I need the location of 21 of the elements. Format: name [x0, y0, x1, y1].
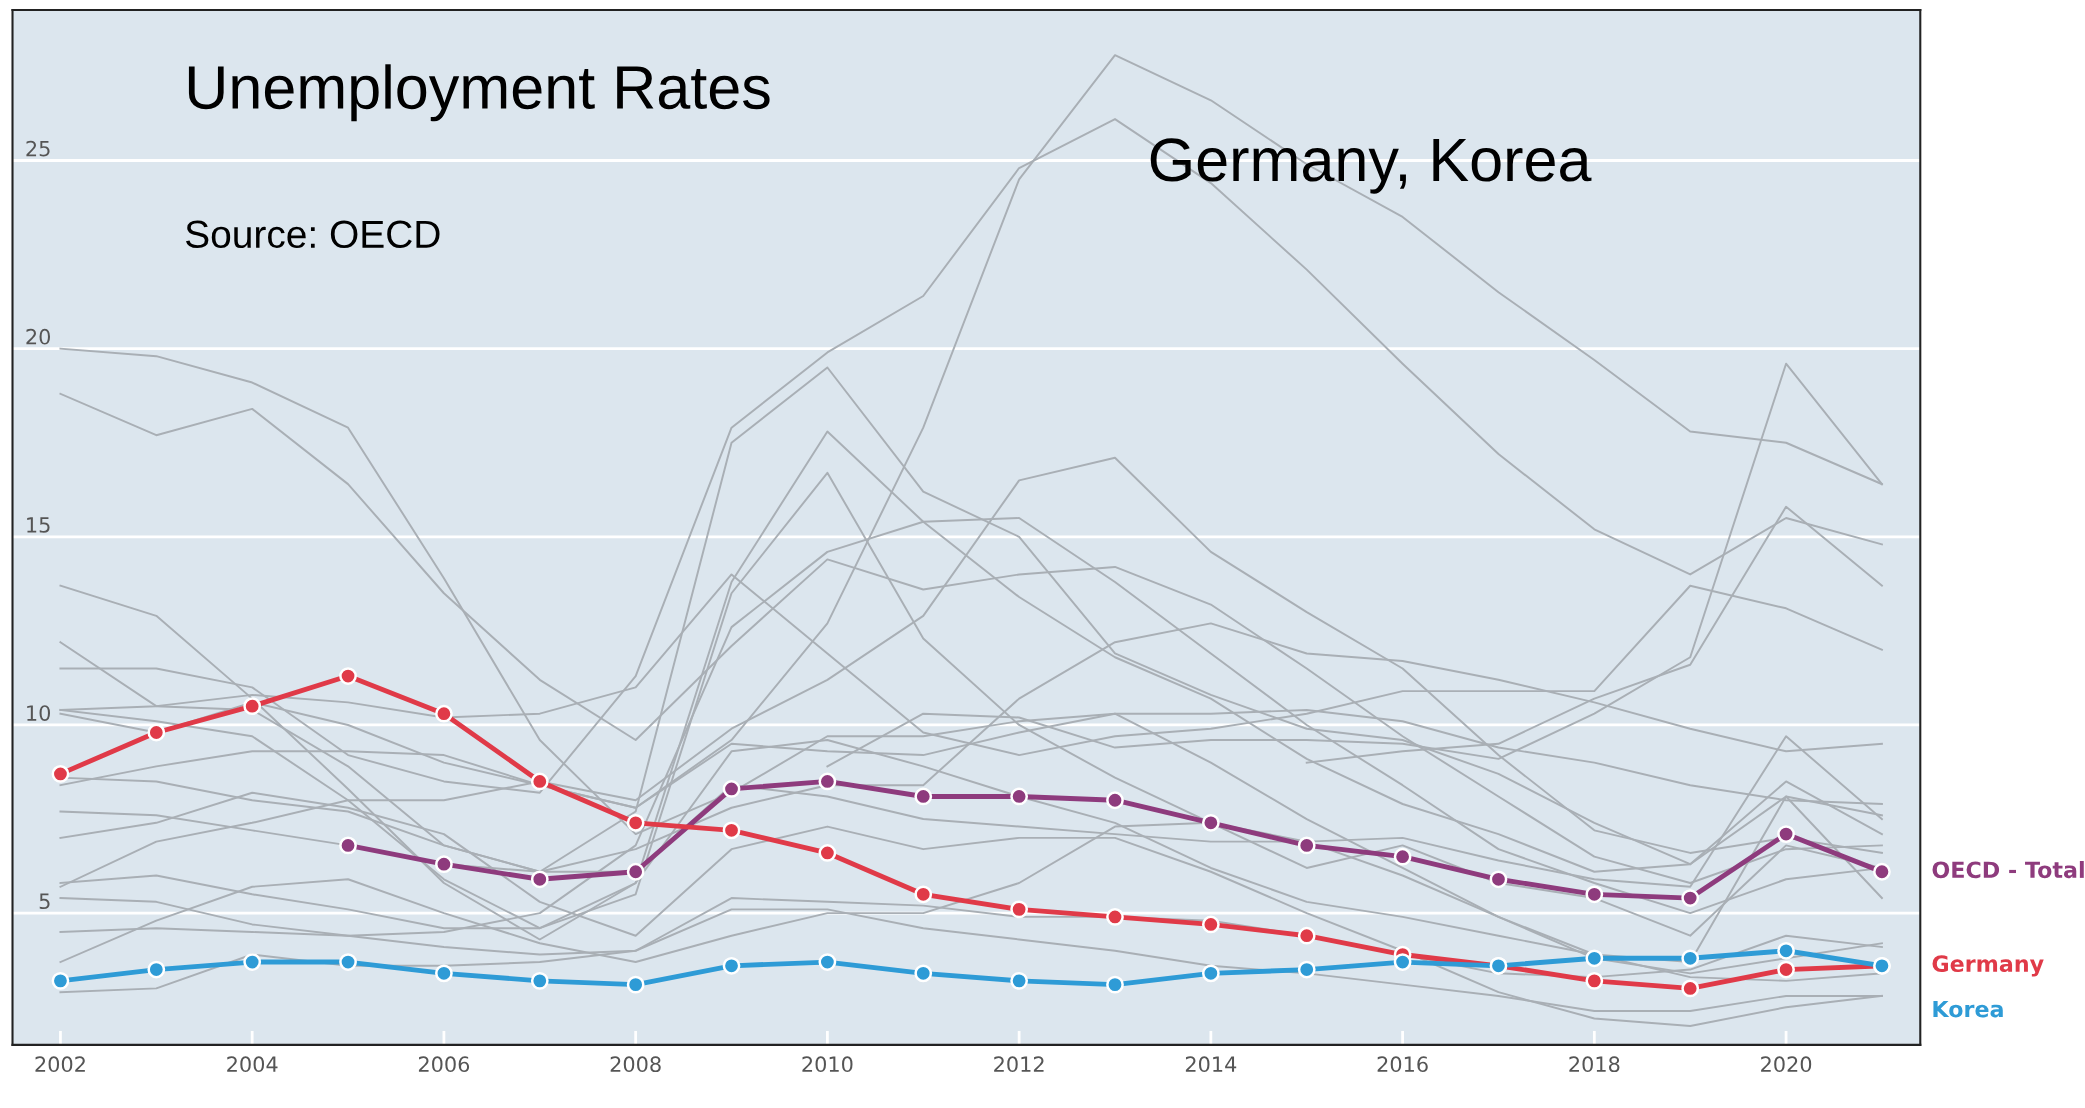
text: Korea	[1933, 1000, 2003, 1018]
x-tick-label: 2016	[1377, 1056, 1428, 1073]
x-tick-label: 2002	[35, 1056, 85, 1073]
x-tick-label: 2020	[1761, 1056, 1812, 1073]
text: Unemployment Rates	[188, 64, 770, 122]
x-tick-label: 2018	[1569, 1056, 1620, 1073]
y-tick-label: 20	[26, 328, 51, 345]
y-tick-label: 10	[27, 705, 51, 721]
y-tick-label: 25	[26, 140, 50, 157]
x-tick-label: 2012	[994, 1056, 1044, 1073]
x-tick-label: 2006	[418, 1056, 470, 1073]
y-tick-label: 15	[27, 517, 50, 533]
annotation: Source: OECD	[185, 220, 440, 249]
x-tick-label: 2004	[227, 1056, 278, 1073]
x-tick-label: 2008	[610, 1056, 661, 1073]
series-label: OECD - Total	[1932, 860, 2084, 879]
x-tick-label: 2014	[1185, 1056, 1237, 1073]
text: Germany, Korea	[1150, 138, 1592, 194]
x-tick-label: 2010	[802, 1056, 853, 1073]
series-label: Germany	[1932, 955, 2044, 977]
y-tick-label: 5	[39, 893, 50, 910]
